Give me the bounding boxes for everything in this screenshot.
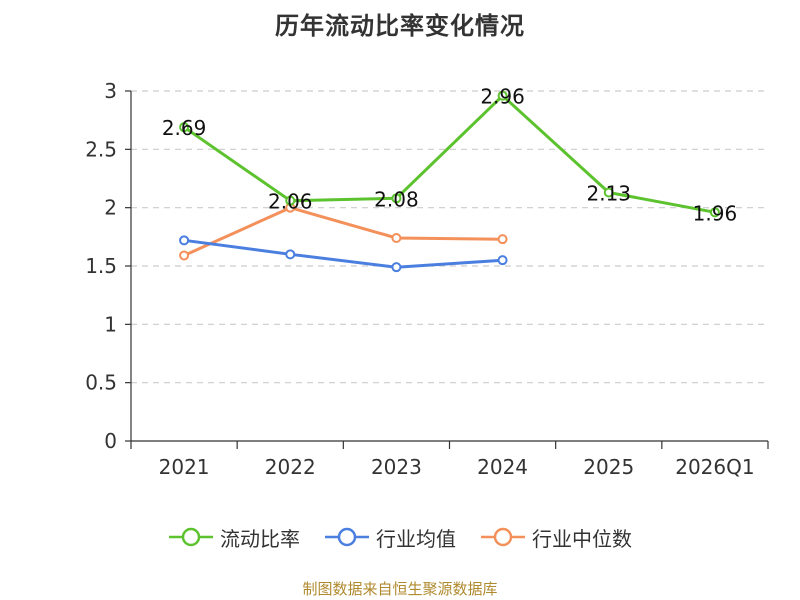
series-line-1 [182,238,505,269]
x-tick-label: 2021 [159,455,210,479]
legend-marker-industry-median [481,527,525,547]
legend-item-industry-median[interactable]: 行业中位数 [480,523,632,552]
data-point [285,249,296,260]
legend-marker-current-ratio [169,527,213,547]
series-line-2 [182,206,505,257]
data-point [497,234,508,245]
series-line-0 [182,94,717,214]
data-source-note: 制图数据来自恒生聚源数据库 [302,580,498,598]
y-tick-label: 2 [104,196,117,220]
x-tick-label: 2022 [265,455,316,479]
x-tick-label: 2024 [477,455,528,479]
data-label: 2.06 [268,190,313,214]
legend-item-current-ratio[interactable]: 流动比率 [168,523,300,552]
y-tick-label: 1.5 [85,254,117,278]
data-point [391,262,402,273]
x-tick-label: 2026Q1 [675,455,754,479]
legend: 流动比率 行业均值 行业中位数 [0,520,800,554]
y-tick-label: 0.5 [85,371,117,395]
y-tick-label: 1 [104,312,117,336]
data-label: 2.08 [374,187,419,211]
legend-label-industry-mean: 行业均值 [376,526,456,551]
legend-marker-industry-mean [325,527,369,547]
y-tick-label: 2.5 [85,137,117,161]
data-label: 1.96 [693,201,738,225]
data-point [285,195,296,206]
data-point [391,233,402,243]
data-label: 2.96 [480,85,525,109]
x-tick-label: 2025 [583,455,634,479]
data-point [179,250,190,261]
data-point [603,187,614,198]
legend-item-industry-mean[interactable]: 行业均值 [324,523,456,552]
y-tick-label: 3 [104,79,117,103]
data-point [179,122,190,133]
data-point [179,235,190,246]
data-point [709,207,720,218]
y-tick-label: 0 [104,429,117,453]
data-point [497,90,508,101]
chart-title: 历年流动比率变化情况 [275,12,525,40]
x-tick-label: 2023 [371,455,422,479]
legend-label-industry-median: 行业中位数 [532,526,632,551]
data-point [497,255,508,266]
legend-label-current-ratio: 流动比率 [220,526,300,551]
data-label: 2.13 [586,182,631,206]
data-label: 2.69 [162,116,207,140]
data-point [391,193,402,204]
